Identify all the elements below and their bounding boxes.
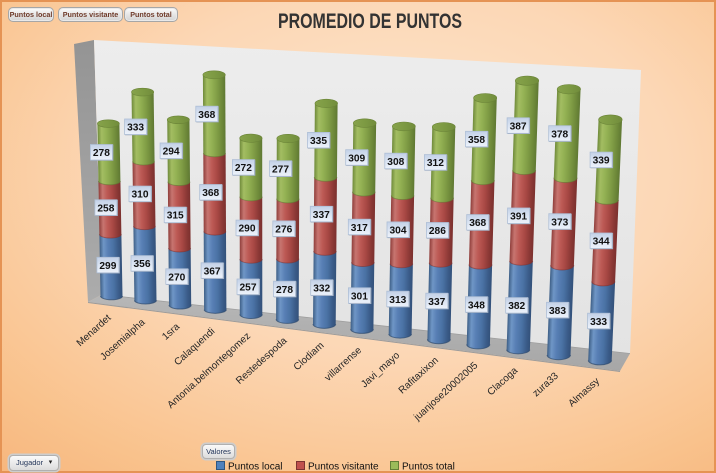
svg-text:356: 356 bbox=[134, 259, 151, 270]
svg-text:339: 339 bbox=[593, 156, 610, 167]
svg-text:387: 387 bbox=[510, 121, 527, 132]
svg-text:278: 278 bbox=[93, 148, 110, 159]
svg-text:368: 368 bbox=[469, 218, 486, 229]
svg-text:301: 301 bbox=[351, 291, 368, 302]
svg-text:308: 308 bbox=[387, 157, 404, 168]
svg-text:368: 368 bbox=[202, 188, 219, 199]
svg-text:277: 277 bbox=[272, 164, 289, 175]
svg-text:337: 337 bbox=[313, 210, 330, 221]
svg-text:272: 272 bbox=[235, 163, 252, 174]
svg-text:382: 382 bbox=[508, 301, 525, 312]
svg-text:286: 286 bbox=[429, 226, 446, 237]
svg-text:PROMEDIO DE PUNTOS: PROMEDIO DE PUNTOS bbox=[278, 9, 462, 33]
svg-text:332: 332 bbox=[313, 283, 330, 294]
svg-text:258: 258 bbox=[97, 203, 114, 214]
svg-text:312: 312 bbox=[427, 158, 444, 169]
svg-text:317: 317 bbox=[351, 223, 368, 234]
svg-text:344: 344 bbox=[593, 237, 610, 248]
svg-text:337: 337 bbox=[428, 297, 445, 308]
svg-text:313: 313 bbox=[389, 295, 406, 306]
svg-text:257: 257 bbox=[240, 283, 257, 294]
svg-text:309: 309 bbox=[348, 153, 365, 164]
svg-text:368: 368 bbox=[198, 110, 215, 121]
svg-text:367: 367 bbox=[204, 266, 221, 277]
svg-text:294: 294 bbox=[163, 147, 180, 158]
svg-text:333: 333 bbox=[127, 123, 144, 134]
svg-text:276: 276 bbox=[275, 225, 292, 236]
svg-text:335: 335 bbox=[310, 136, 327, 147]
svg-text:378: 378 bbox=[551, 129, 568, 140]
svg-text:310: 310 bbox=[132, 190, 149, 201]
svg-text:304: 304 bbox=[390, 226, 407, 237]
svg-text:391: 391 bbox=[510, 212, 527, 223]
svg-text:373: 373 bbox=[551, 217, 568, 228]
svg-text:358: 358 bbox=[468, 135, 485, 146]
svg-text:270: 270 bbox=[168, 272, 185, 283]
svg-text:290: 290 bbox=[239, 224, 256, 235]
svg-text:299: 299 bbox=[99, 261, 116, 272]
svg-text:278: 278 bbox=[276, 285, 293, 296]
svg-text:333: 333 bbox=[590, 317, 607, 328]
svg-text:348: 348 bbox=[468, 300, 485, 311]
svg-text:383: 383 bbox=[549, 306, 566, 317]
svg-text:315: 315 bbox=[167, 211, 184, 222]
